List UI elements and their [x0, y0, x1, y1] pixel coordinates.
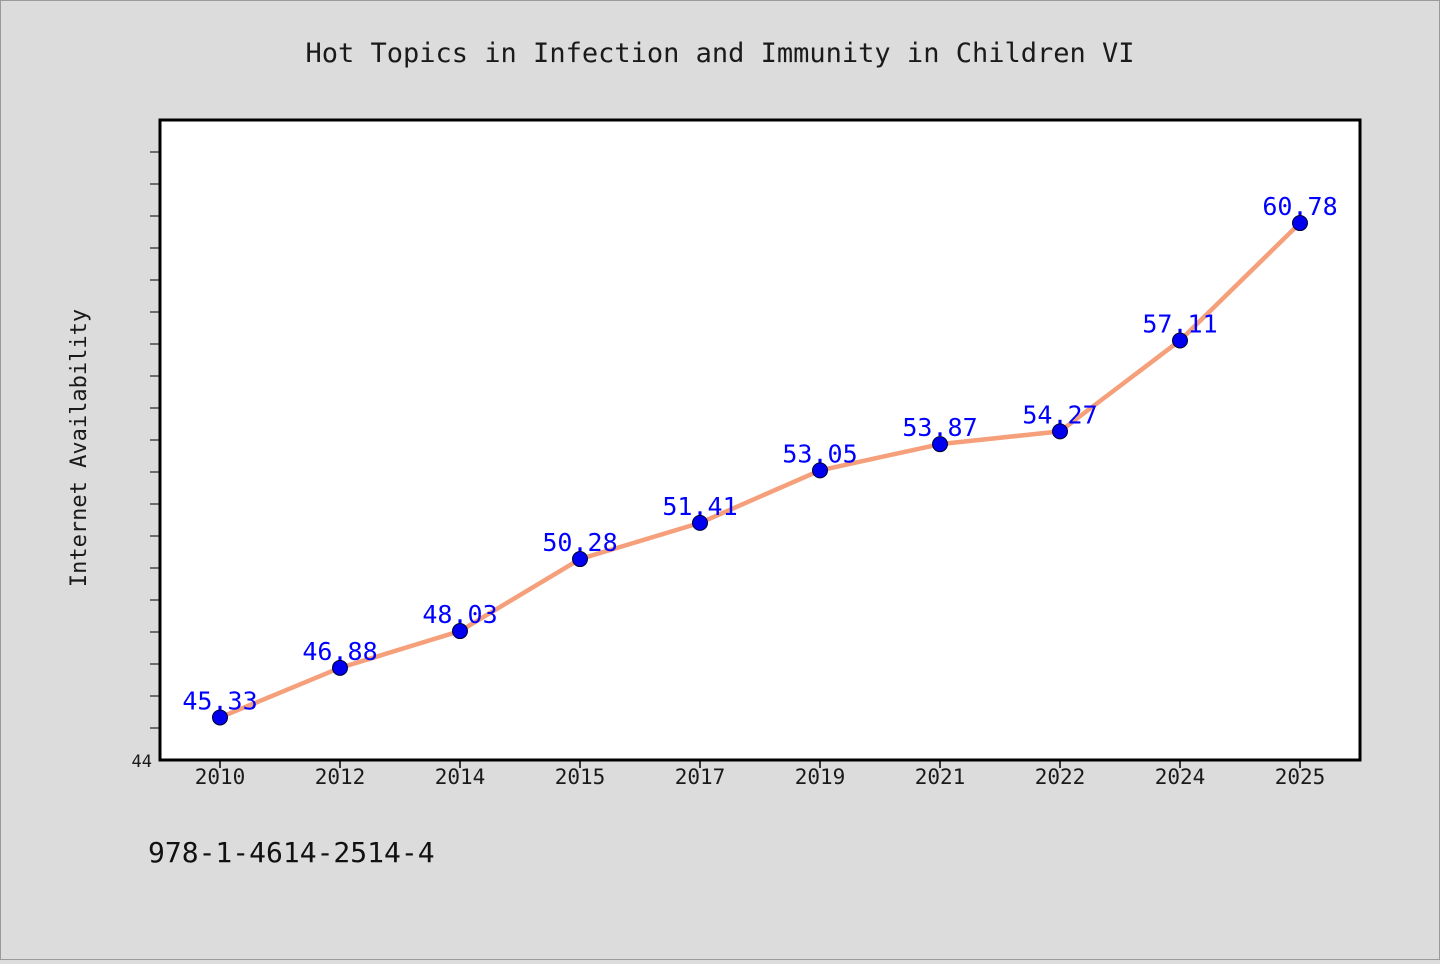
y-tick-label: 44 [132, 752, 152, 772]
data-point [1292, 215, 1308, 232]
x-axis-ticks: 2010 2012 2014 2015 2017 2019 2021 2022 2024 2025 [195, 760, 1326, 789]
plot-area [158, 118, 1362, 762]
data-point [572, 551, 588, 568]
data-point [1172, 332, 1188, 349]
x-tick-label: 2024 [1155, 765, 1206, 789]
x-tick-label: 2012 [315, 765, 366, 789]
y-axis-label: Internet Availability [67, 309, 92, 587]
x-tick-label: 2014 [435, 765, 486, 789]
data-point [212, 709, 228, 726]
isbn-footer: 978-1-4614-2514-4 [148, 836, 435, 869]
data-point [1052, 423, 1068, 440]
data-point [332, 659, 348, 676]
x-tick-label: 2021 [915, 765, 966, 789]
data-point [692, 514, 708, 531]
data-point [812, 462, 828, 479]
data-point [452, 623, 468, 640]
series-line [217, 220, 1303, 720]
x-tick-label: 2015 [555, 765, 606, 789]
data-point [932, 436, 948, 453]
x-tick-label: 2019 [795, 765, 846, 789]
x-tick-label: 2017 [675, 765, 726, 789]
y-axis-ticks [150, 151, 160, 729]
x-tick-label: 2025 [1275, 765, 1326, 789]
chart-title: Hot Topics in Infection and Immunity in … [305, 38, 1134, 69]
x-tick-label: 2022 [1035, 765, 1086, 789]
x-tick-label: 2010 [195, 765, 246, 789]
